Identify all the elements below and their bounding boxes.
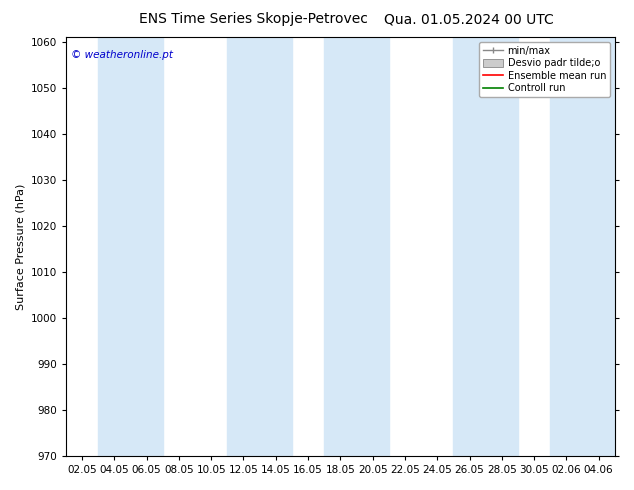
Y-axis label: Surface Pressure (hPa): Surface Pressure (hPa) <box>15 183 25 310</box>
Text: Qua. 01.05.2024 00 UTC: Qua. 01.05.2024 00 UTC <box>384 12 554 26</box>
Bar <box>98 37 163 456</box>
Bar <box>324 37 389 456</box>
Text: © weatheronline.pt: © weatheronline.pt <box>71 49 173 60</box>
Bar <box>228 37 292 456</box>
Legend: min/max, Desvio padr tilde;o, Ensemble mean run, Controll run: min/max, Desvio padr tilde;o, Ensemble m… <box>479 42 610 97</box>
Text: ENS Time Series Skopje-Petrovec: ENS Time Series Skopje-Petrovec <box>139 12 368 26</box>
Bar <box>453 37 518 456</box>
Bar <box>550 37 615 456</box>
